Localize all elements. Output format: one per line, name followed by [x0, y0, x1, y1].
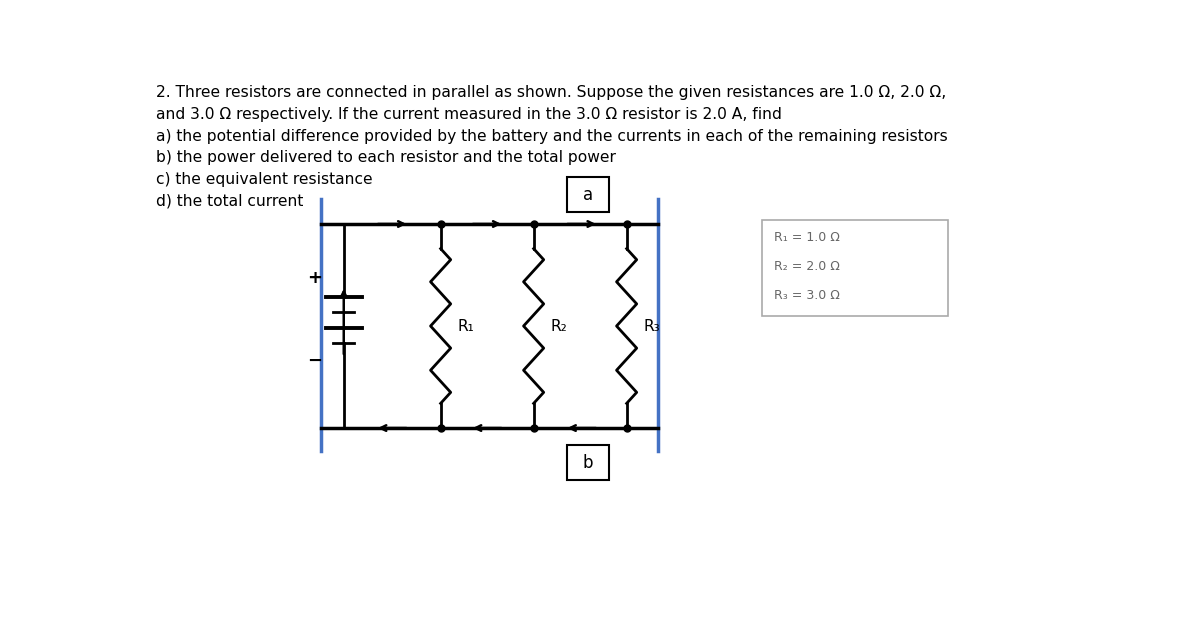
Text: a: a: [583, 186, 593, 204]
Bar: [566, 445, 610, 480]
Text: R₂: R₂: [551, 319, 568, 333]
Text: b: b: [583, 454, 593, 472]
Text: −: −: [307, 352, 322, 370]
Bar: [566, 178, 610, 212]
Bar: [762, 220, 948, 317]
Text: 2. Three resistors are connected in parallel as shown. Suppose the given resista: 2. Three resistors are connected in para…: [156, 85, 948, 208]
Text: +: +: [307, 269, 322, 287]
Text: R₁ = 1.0 Ω: R₁ = 1.0 Ω: [774, 231, 840, 244]
Text: R₃: R₃: [643, 319, 660, 333]
Text: R₂ = 2.0 Ω: R₂ = 2.0 Ω: [774, 260, 840, 273]
Text: R₁: R₁: [457, 319, 474, 333]
Text: R₃ = 3.0 Ω: R₃ = 3.0 Ω: [774, 289, 840, 302]
